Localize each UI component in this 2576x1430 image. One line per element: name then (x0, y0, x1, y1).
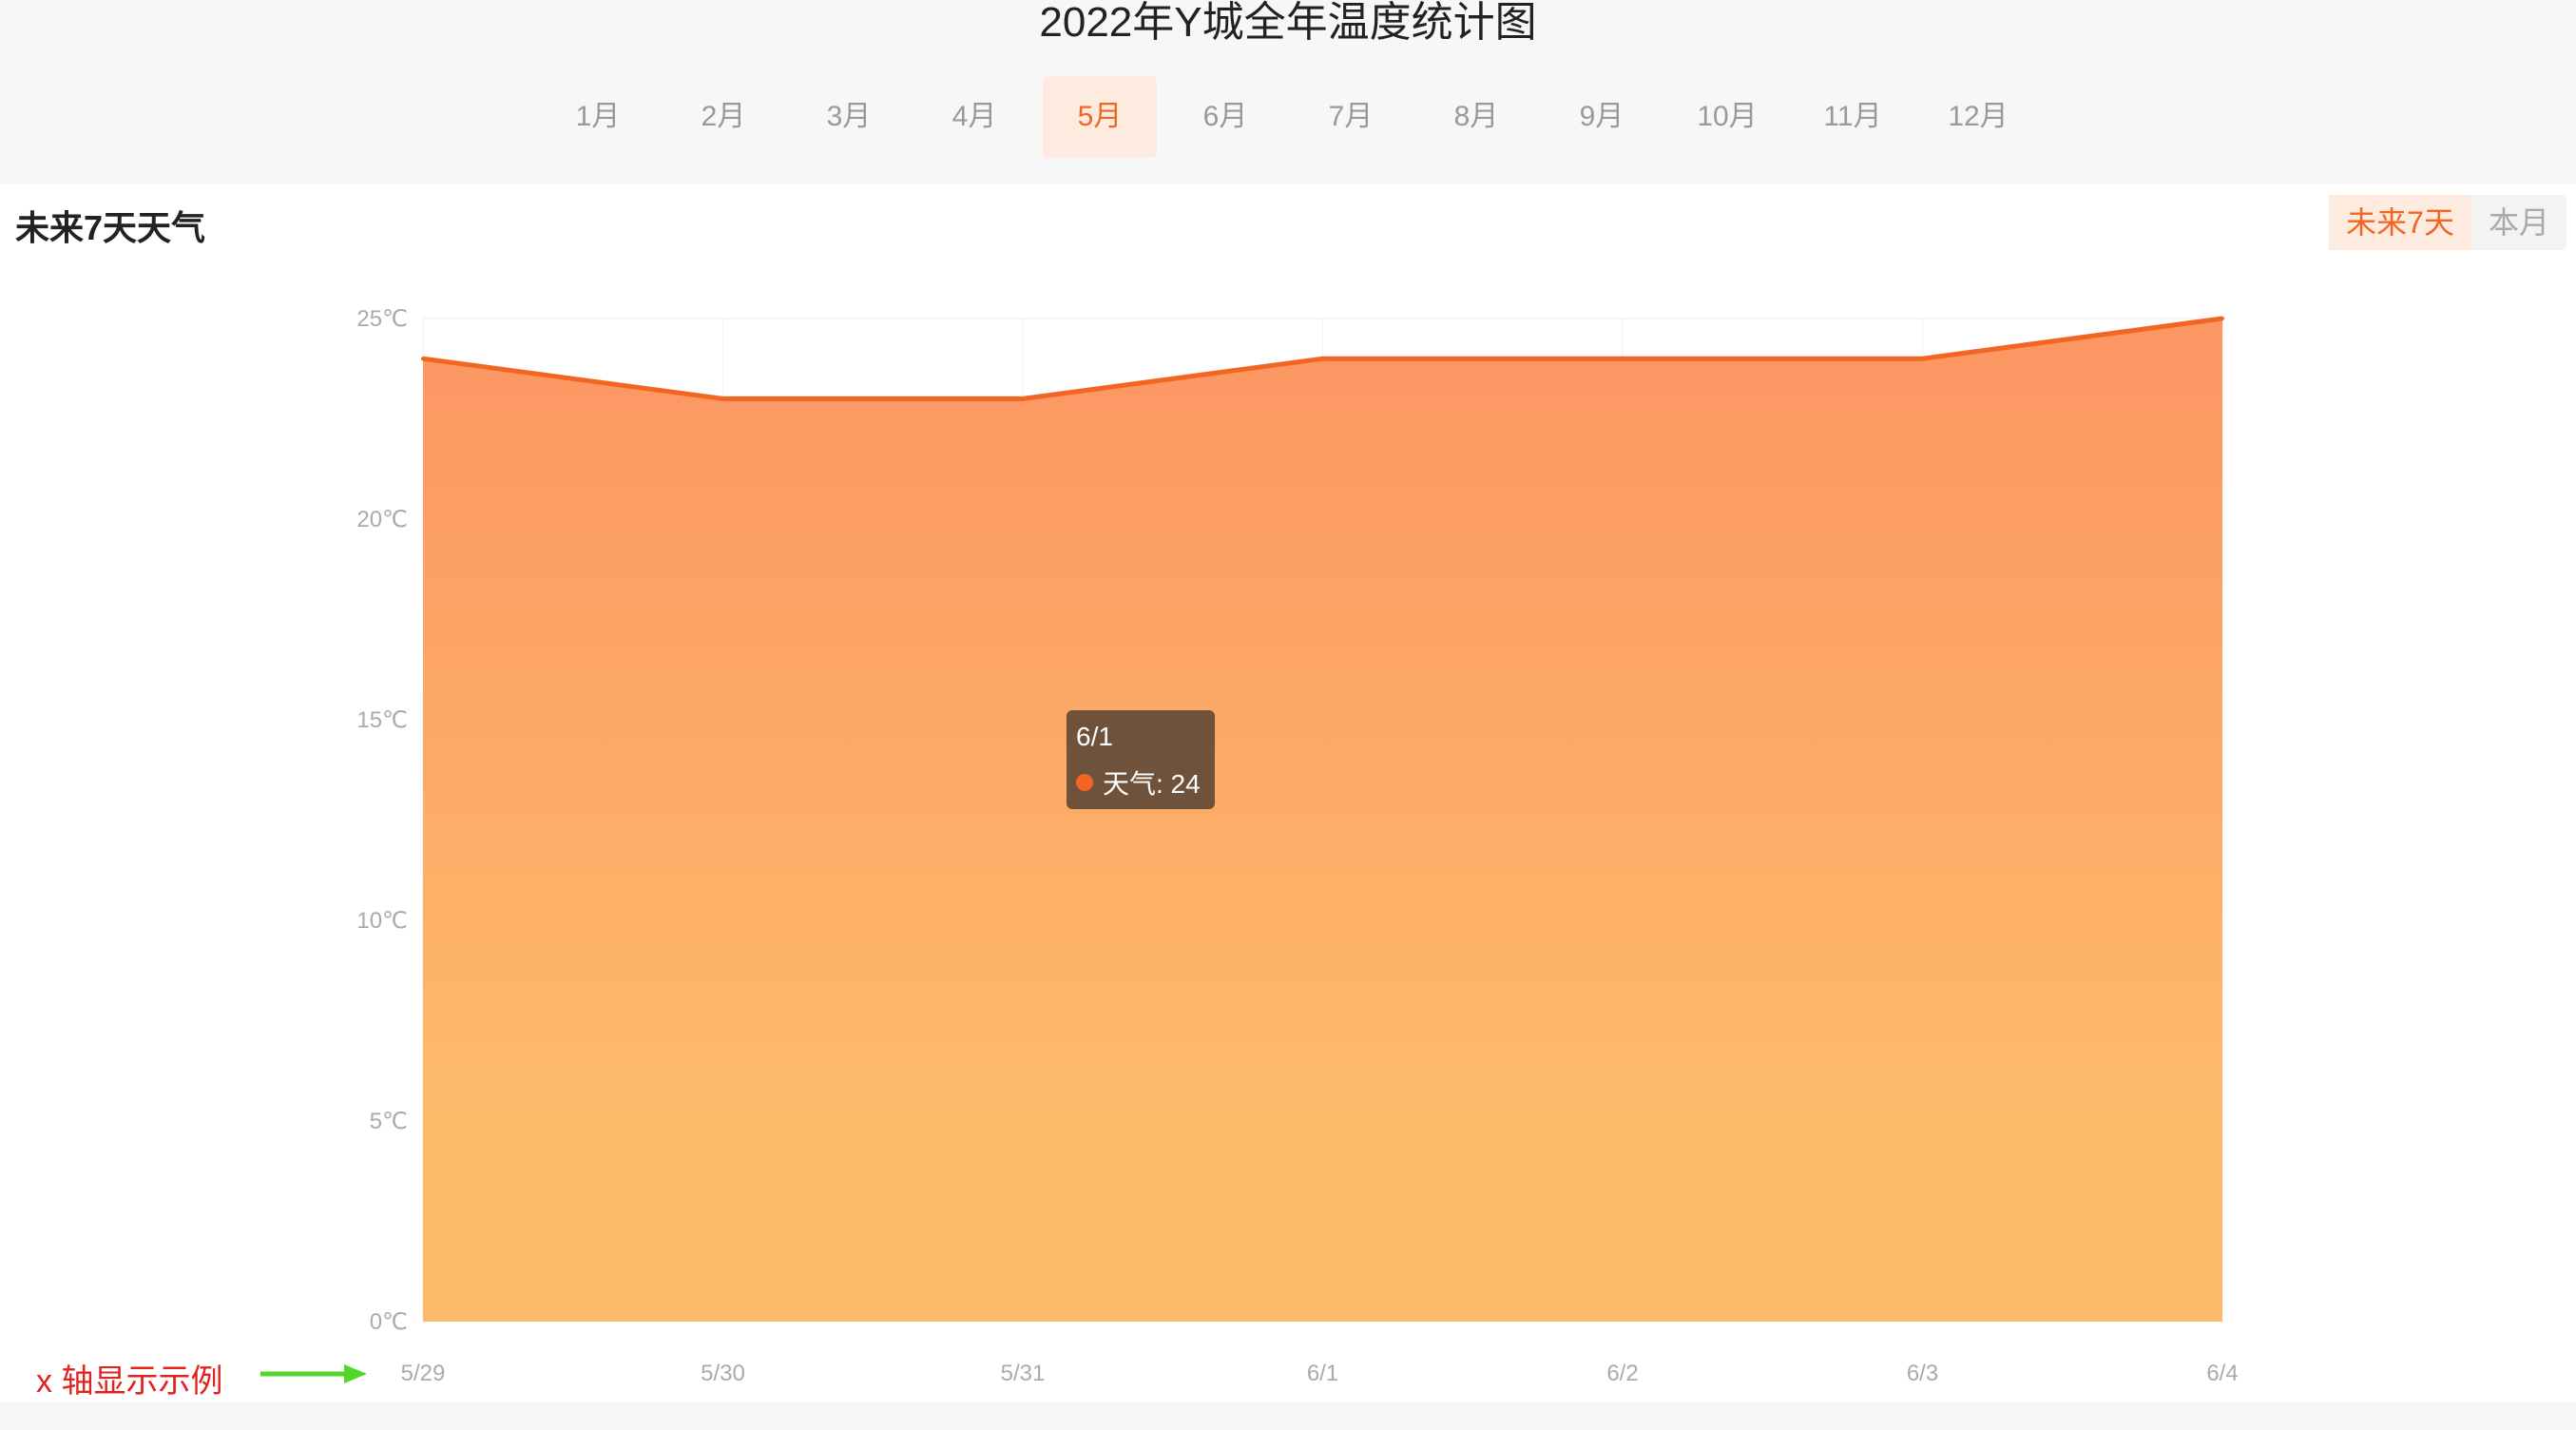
y-tick-label: 0℃ (370, 1309, 408, 1335)
month-tab[interactable]: 8月 (1453, 101, 1499, 132)
x-tick-label: 5/30 (701, 1361, 745, 1386)
x-tick-label: 6/3 (1907, 1361, 1938, 1386)
tooltip-date: 6/1 (1076, 722, 1113, 751)
month-tab[interactable]: 6月 (1202, 101, 1248, 132)
page-title: 2022年Y城全年温度统计图 (1039, 0, 1537, 46)
y-tick-label: 20℃ (356, 507, 408, 532)
month-tab[interactable]: 4月 (952, 101, 997, 132)
x-tick-label: 5/31 (1001, 1361, 1046, 1386)
data-point (2220, 317, 2224, 320)
section-title: 未来7天天气 (15, 208, 206, 247)
data-point (1021, 396, 1025, 401)
x-tick-label: 6/2 (1606, 1361, 1638, 1386)
month-tab[interactable]: 9月 (1579, 101, 1624, 132)
tooltip-value: 天气: 24 (1103, 769, 1201, 799)
month-tab[interactable]: 3月 (826, 101, 872, 132)
month-tabs: 1月 2月 3月 4月 5月 6月 7月 8月 9月 10月 11月 12月 (0, 76, 2576, 158)
range-toggle: 未来7天 本月 (2329, 195, 2566, 250)
arrow-right-icon (260, 1364, 367, 1383)
range-month-button[interactable]: 本月 (2488, 205, 2549, 240)
x-axis-annotation: x 轴显示示例 (36, 1363, 223, 1400)
data-point (421, 357, 425, 361)
month-tab[interactable]: 10月 (1697, 101, 1758, 132)
range-next7-button[interactable]: 未来7天 (2329, 195, 2471, 250)
month-tab[interactable]: 5月 (1043, 76, 1157, 158)
y-tick-label: 5℃ (370, 1109, 408, 1134)
month-tab[interactable]: 7月 (1328, 101, 1374, 132)
month-tab[interactable]: 2月 (701, 101, 746, 132)
data-point (1320, 357, 1325, 361)
series-area (423, 319, 2222, 1322)
data-point (721, 396, 725, 401)
tooltip-row: 天气: 24 (1076, 763, 1201, 802)
y-tick-label: 10℃ (356, 908, 408, 934)
x-tick-label: 6/4 (2206, 1361, 2238, 1386)
x-tick-label: 6/1 (1307, 1361, 1338, 1386)
x-tick-label: 5/29 (401, 1361, 446, 1386)
series-dot-icon (1076, 774, 1093, 791)
data-point (1920, 357, 1925, 361)
chart-tooltip: 6/1 天气: 24 (1067, 710, 1215, 809)
month-tab[interactable]: 12月 (1948, 101, 2009, 132)
y-tick-label: 25℃ (356, 306, 408, 332)
data-point (1621, 357, 1624, 361)
y-tick-label: 15℃ (356, 707, 408, 733)
month-tab[interactable]: 11月 (1823, 101, 1882, 132)
month-tab[interactable]: 1月 (575, 101, 621, 132)
